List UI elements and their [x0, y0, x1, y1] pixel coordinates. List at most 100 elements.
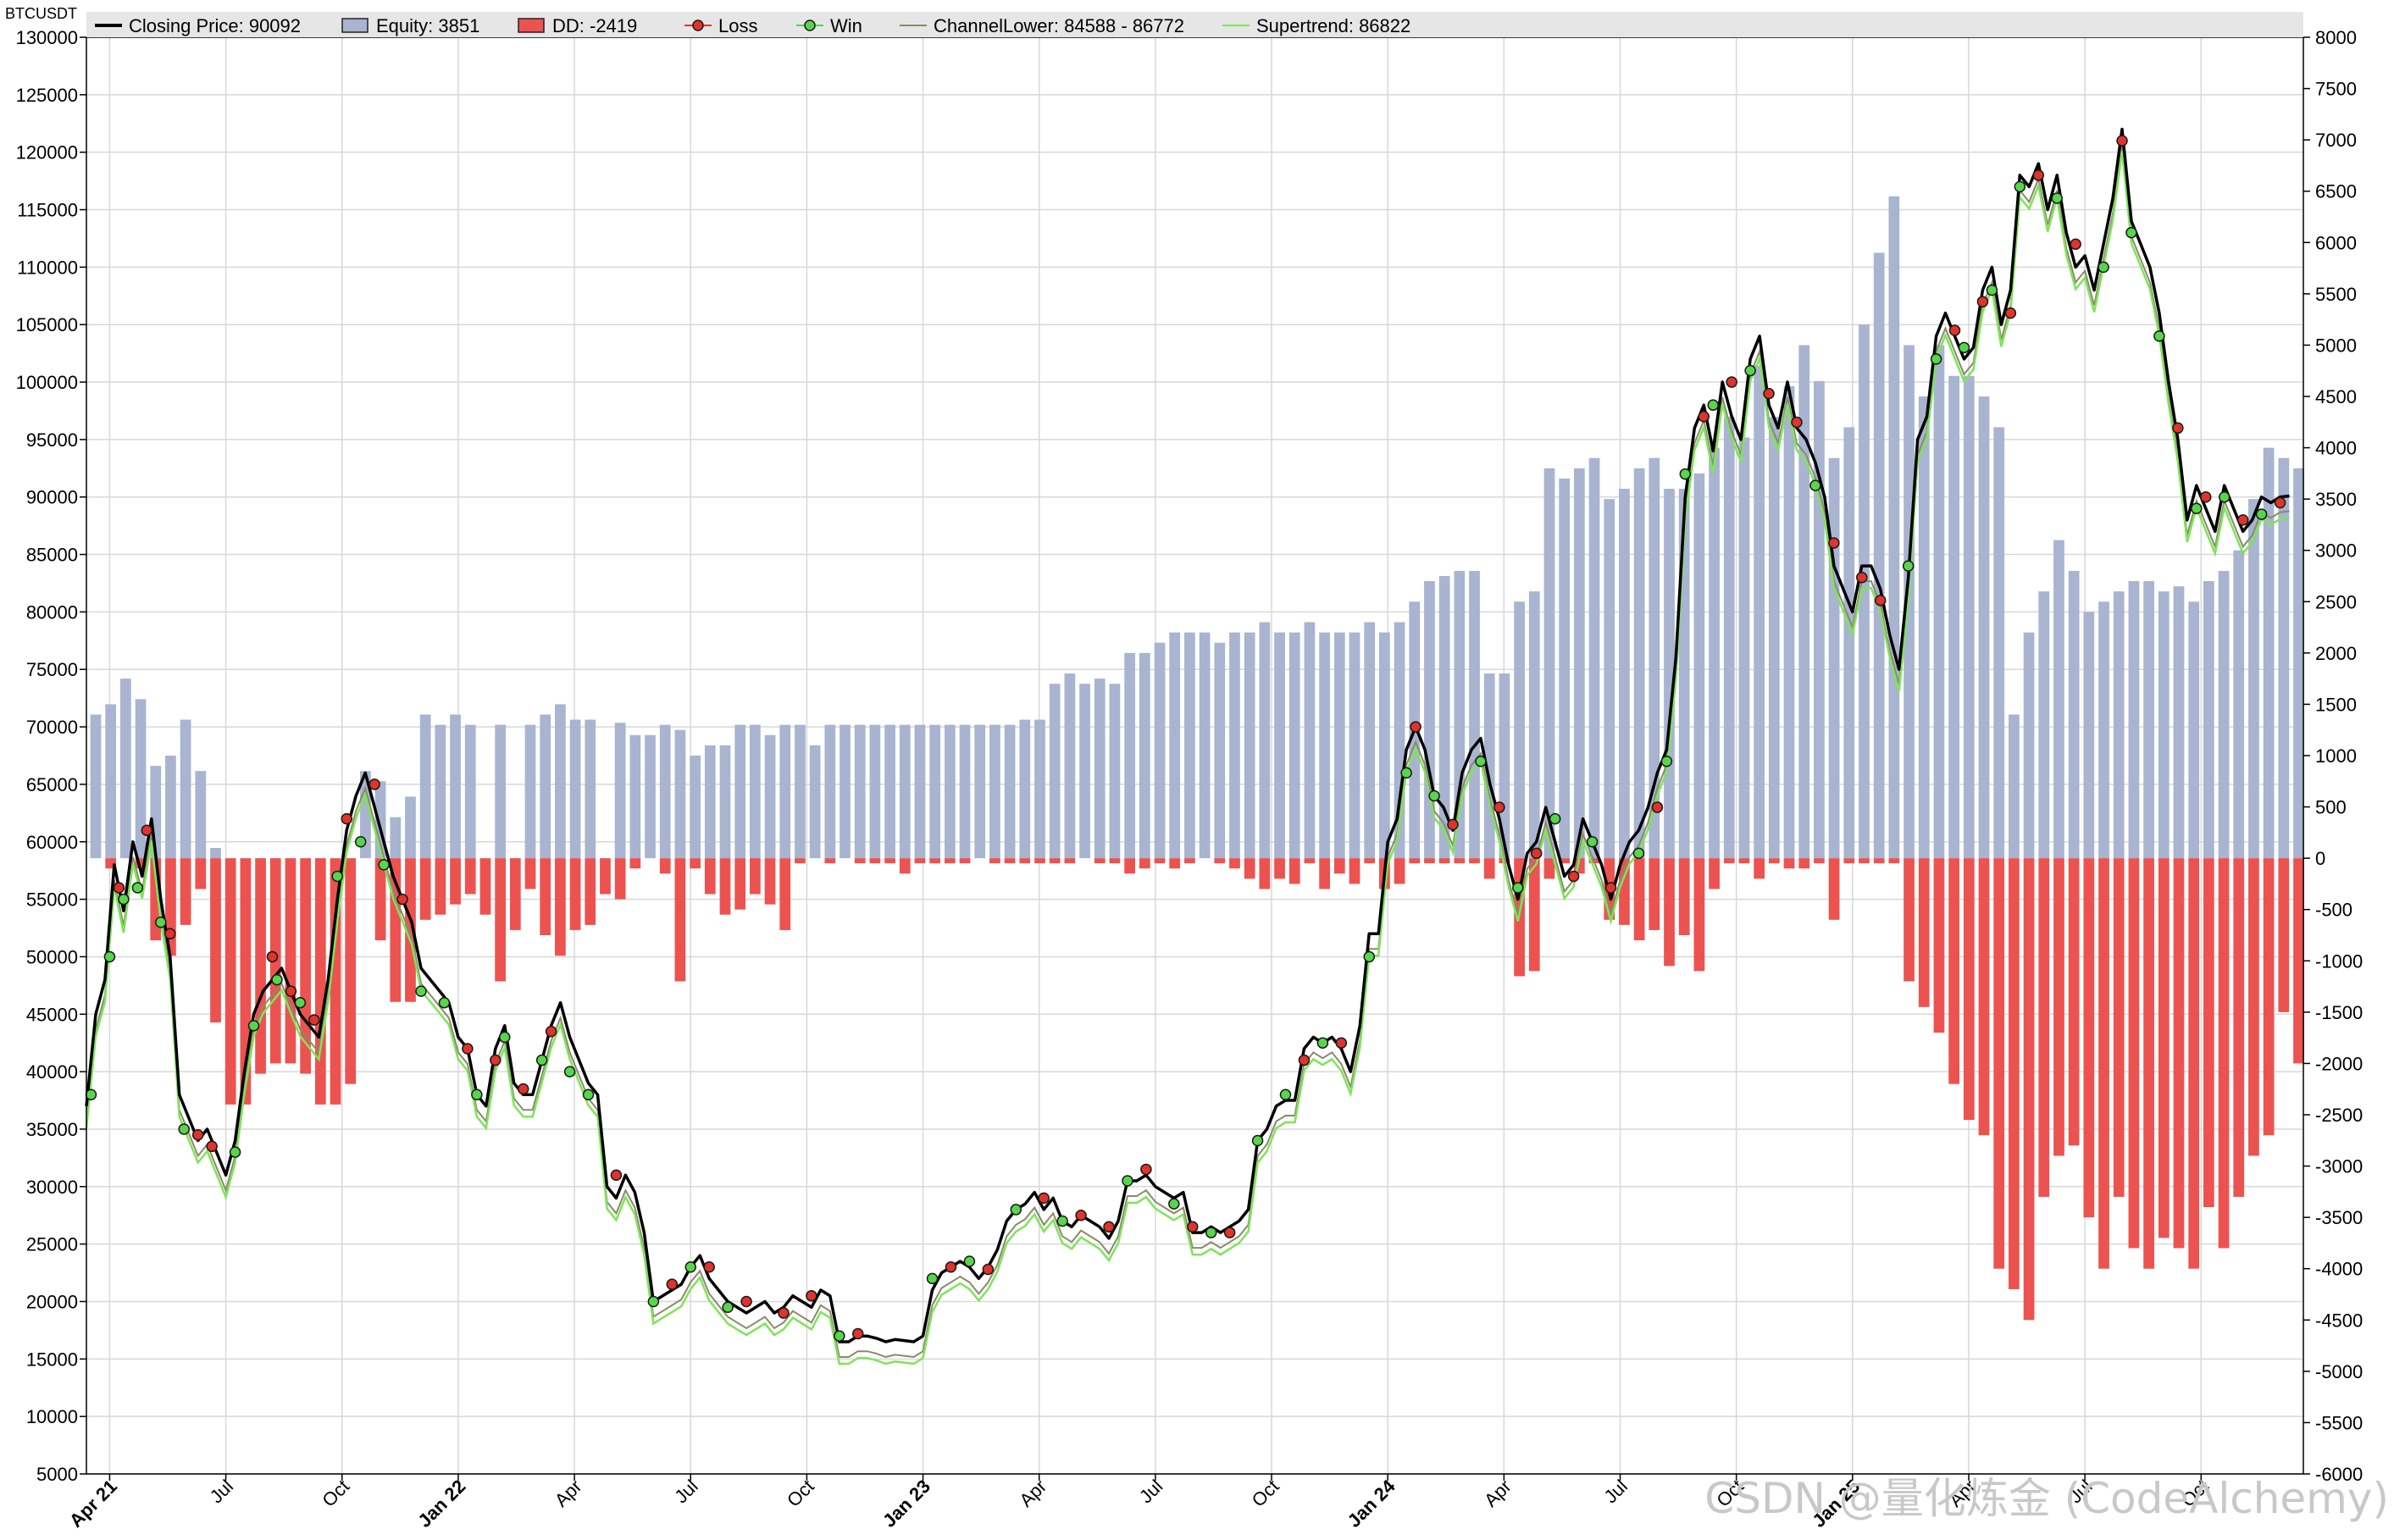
equity-bar	[1619, 489, 1630, 859]
drawdown-bar	[884, 858, 895, 864]
loss-marker	[703, 1261, 715, 1273]
equity-bar	[1379, 632, 1390, 859]
loss-marker	[1493, 801, 1505, 813]
equity-bar	[2143, 581, 2154, 859]
loss-marker	[610, 1169, 623, 1181]
chart-title: BTCUSDT	[5, 5, 77, 22]
y-left-tick-label: 5000	[36, 1464, 78, 1485]
equity-bar	[1859, 324, 1870, 859]
drawdown-bar	[2098, 858, 2109, 1269]
y-left-tick-label: 80000	[26, 601, 78, 623]
win-marker	[1512, 882, 1524, 894]
equity-bar	[645, 734, 656, 859]
equity-bar	[2113, 591, 2125, 859]
drawdown-bar	[1229, 858, 1240, 869]
drawdown-bar	[1633, 858, 1645, 941]
equity-bar	[585, 719, 596, 859]
drawdown-bar	[795, 858, 806, 864]
y-left-tick-label: 20000	[26, 1291, 78, 1312]
equity-bar	[1259, 622, 1271, 859]
equity-bar	[1094, 679, 1106, 859]
drawdown-bar	[719, 858, 731, 915]
equity-bar	[1229, 632, 1240, 859]
win-marker	[118, 893, 130, 906]
win-marker	[247, 1020, 260, 1032]
y-right-tick-label: -4000	[2315, 1259, 2363, 1280]
win-marker	[2191, 502, 2203, 515]
equity-bar	[1109, 684, 1121, 859]
loss-marker	[1976, 296, 1989, 307]
equity-bar	[2233, 550, 2245, 859]
y-right-tick-label: -1500	[2315, 1002, 2363, 1023]
drawdown-bar	[1963, 858, 1975, 1121]
loss-marker	[462, 1043, 474, 1055]
win-marker	[1632, 847, 1645, 860]
drawdown-bar	[2009, 858, 2020, 1289]
legend-label-drawdown: DD: -2419	[552, 15, 637, 36]
drawdown-bar	[1064, 858, 1076, 864]
equity-bar	[2023, 632, 2035, 859]
drawdown-bar	[764, 858, 776, 905]
equity-bar	[2218, 570, 2230, 859]
equity-bar	[2038, 591, 2050, 859]
loss-marker	[1187, 1221, 1199, 1233]
drawdown-bar	[1154, 858, 1166, 864]
drawdown-bar	[1319, 858, 1330, 889]
y-right-tick-label: 5000	[2315, 335, 2357, 356]
drawdown-bar	[1559, 858, 1571, 864]
win-marker	[2098, 261, 2109, 274]
drawdown-bar	[1904, 858, 1915, 982]
loss-marker	[1651, 801, 1664, 813]
win-marker	[1660, 756, 1673, 767]
loss-marker	[1698, 410, 1710, 423]
equity-bar	[1798, 345, 1810, 859]
equity-bar	[1304, 622, 1316, 859]
equity-bar	[2173, 586, 2185, 859]
win-marker	[535, 1054, 548, 1066]
y-right-tick-label: 1500	[2315, 694, 2357, 715]
loss-marker	[490, 1054, 502, 1066]
drawdown-bar	[555, 858, 566, 956]
equity-bar	[1154, 642, 1166, 859]
equity-bar	[1244, 632, 1255, 859]
drawdown-bar	[300, 858, 312, 1074]
drawdown-bar	[734, 858, 746, 910]
equity-bar	[2293, 468, 2304, 859]
drawdown-bar	[1184, 858, 1195, 864]
equity-bar	[2098, 601, 2109, 859]
equity-bar	[419, 714, 431, 859]
y-left-tick-label: 25000	[26, 1234, 78, 1255]
drawdown-bar	[1723, 858, 1735, 864]
supertrend-line	[85, 151, 2290, 1366]
win-marker	[499, 1031, 511, 1044]
win-marker	[378, 859, 390, 871]
drawdown-bar	[255, 858, 266, 1074]
y-right-tick-label: 0	[2315, 848, 2325, 869]
drawdown-bar	[1288, 858, 1300, 884]
win-marker	[1122, 1175, 1133, 1187]
drawdown-bar	[314, 858, 326, 1105]
loss-marker	[1335, 1037, 1348, 1049]
win-marker	[85, 1089, 97, 1101]
equity-bar	[90, 714, 102, 859]
equity-bar	[854, 724, 866, 859]
equity-bar	[1543, 468, 1555, 859]
drawdown-bar	[1469, 858, 1480, 864]
drawdown-bar	[824, 858, 836, 864]
win-marker	[415, 985, 427, 997]
loss-marker	[285, 985, 297, 997]
equity-bar	[210, 848, 221, 859]
y-left-tick-label: 40000	[26, 1061, 78, 1083]
equity-bar	[569, 719, 581, 859]
drawdown-bar	[2113, 858, 2125, 1197]
equity-bar	[869, 724, 881, 859]
loss-marker	[1791, 416, 1803, 429]
drawdown-bar	[869, 858, 881, 864]
legend: Closing Price: 90092 Equity: 3851 DD: -241…	[86, 12, 2303, 37]
loss-marker	[1298, 1054, 1311, 1066]
legend-label-loss: Loss	[718, 15, 757, 36]
equity-bar	[959, 724, 971, 859]
loss-marker	[2236, 514, 2249, 526]
win-marker	[1316, 1037, 1329, 1049]
